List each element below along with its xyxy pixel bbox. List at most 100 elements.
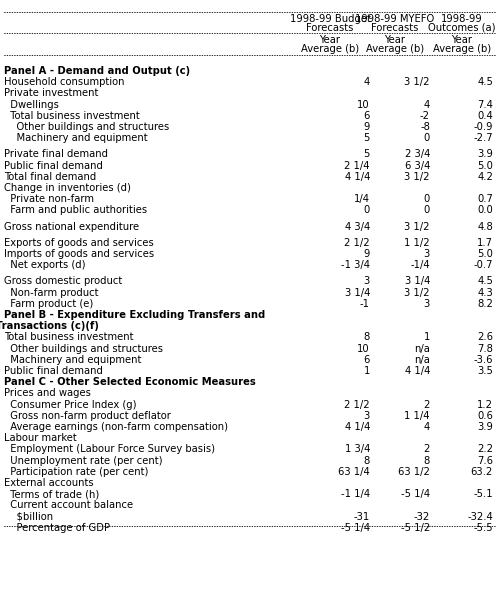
Text: Gross national expenditure: Gross national expenditure bbox=[4, 222, 139, 232]
Text: -5 1/4: -5 1/4 bbox=[401, 489, 430, 499]
Text: 1 1/4: 1 1/4 bbox=[405, 411, 430, 421]
Text: Net exports (d): Net exports (d) bbox=[4, 260, 85, 270]
Text: Dwellings: Dwellings bbox=[4, 99, 59, 110]
Text: 2.6: 2.6 bbox=[477, 332, 493, 343]
Text: Private investment: Private investment bbox=[4, 88, 98, 99]
Text: 7.6: 7.6 bbox=[477, 455, 493, 466]
Text: 4.5: 4.5 bbox=[477, 77, 493, 87]
Text: Private final demand: Private final demand bbox=[4, 150, 108, 159]
Text: -5 1/2: -5 1/2 bbox=[401, 523, 430, 533]
Text: 1/4: 1/4 bbox=[354, 194, 370, 204]
Text: 2 1/2: 2 1/2 bbox=[344, 400, 370, 409]
Text: 3: 3 bbox=[424, 299, 430, 309]
Text: 4 3/4: 4 3/4 bbox=[345, 222, 370, 232]
Text: Machinery and equipment: Machinery and equipment bbox=[4, 133, 148, 143]
Text: 4 1/4: 4 1/4 bbox=[345, 422, 370, 432]
Text: Farm product (e): Farm product (e) bbox=[4, 299, 93, 309]
Text: 10: 10 bbox=[357, 344, 370, 354]
Text: 2.2: 2.2 bbox=[477, 444, 493, 454]
Text: 2 1/4: 2 1/4 bbox=[344, 161, 370, 170]
Text: Total business investment: Total business investment bbox=[4, 111, 140, 121]
Text: Average (b): Average (b) bbox=[433, 44, 491, 54]
Text: 63.2: 63.2 bbox=[471, 467, 493, 477]
Text: Average earnings (non-farm compensation): Average earnings (non-farm compensation) bbox=[4, 422, 228, 432]
Text: 0.7: 0.7 bbox=[477, 194, 493, 204]
Text: 1: 1 bbox=[364, 366, 370, 376]
Text: Consumer Price Index (g): Consumer Price Index (g) bbox=[4, 400, 137, 409]
Text: 0: 0 bbox=[424, 194, 430, 204]
Text: 5: 5 bbox=[364, 133, 370, 143]
Text: 1 1/2: 1 1/2 bbox=[404, 238, 430, 248]
Text: 3 1/2: 3 1/2 bbox=[405, 222, 430, 232]
Text: 0: 0 bbox=[424, 133, 430, 143]
Text: 6: 6 bbox=[364, 111, 370, 121]
Text: Other buildings and structures: Other buildings and structures bbox=[4, 122, 169, 132]
Text: 1998-99: 1998-99 bbox=[441, 14, 483, 24]
Text: 6 3/4: 6 3/4 bbox=[405, 161, 430, 170]
Text: -1 1/4: -1 1/4 bbox=[341, 489, 370, 499]
Text: Outcomes (a): Outcomes (a) bbox=[428, 23, 496, 33]
Text: Gross non-farm product deflator: Gross non-farm product deflator bbox=[4, 411, 171, 421]
Text: 8.2: 8.2 bbox=[477, 299, 493, 309]
Text: Total business investment: Total business investment bbox=[4, 332, 134, 343]
Text: 1.7: 1.7 bbox=[477, 238, 493, 248]
Text: Public final demand: Public final demand bbox=[4, 366, 103, 376]
Text: Year: Year bbox=[452, 35, 473, 45]
Text: Other buildings and structures: Other buildings and structures bbox=[4, 344, 163, 354]
Text: Unemployment rate (per cent): Unemployment rate (per cent) bbox=[4, 455, 163, 466]
Text: Change in inventories (d): Change in inventories (d) bbox=[4, 183, 131, 193]
Text: 1.2: 1.2 bbox=[477, 400, 493, 409]
Text: 5: 5 bbox=[364, 150, 370, 159]
Text: -5 1/4: -5 1/4 bbox=[341, 523, 370, 533]
Text: -2.7: -2.7 bbox=[474, 133, 493, 143]
Text: -32.4: -32.4 bbox=[467, 512, 493, 522]
Text: 2: 2 bbox=[424, 444, 430, 454]
Text: 1 3/4: 1 3/4 bbox=[345, 444, 370, 454]
Text: 1998-99 MYEFO: 1998-99 MYEFO bbox=[355, 14, 435, 24]
Text: -1 3/4: -1 3/4 bbox=[341, 260, 370, 270]
Text: Average (b): Average (b) bbox=[366, 44, 424, 54]
Text: 4.2: 4.2 bbox=[477, 172, 493, 182]
Text: 3.5: 3.5 bbox=[477, 366, 493, 376]
Text: 4: 4 bbox=[364, 77, 370, 87]
Text: 1: 1 bbox=[424, 332, 430, 343]
Text: 3.9: 3.9 bbox=[477, 422, 493, 432]
Text: -31: -31 bbox=[354, 512, 370, 522]
Text: Prices and wages: Prices and wages bbox=[4, 389, 91, 398]
Text: Year: Year bbox=[385, 35, 406, 45]
Text: 4.8: 4.8 bbox=[477, 222, 493, 232]
Text: 3 1/2: 3 1/2 bbox=[405, 172, 430, 182]
Text: n/a: n/a bbox=[414, 355, 430, 365]
Text: 3 1/2: 3 1/2 bbox=[405, 77, 430, 87]
Text: 8: 8 bbox=[364, 332, 370, 343]
Text: -5.1: -5.1 bbox=[474, 489, 493, 499]
Text: 4: 4 bbox=[424, 422, 430, 432]
Text: 4: 4 bbox=[424, 99, 430, 110]
Text: Household consumption: Household consumption bbox=[4, 77, 124, 87]
Text: Private non-farm: Private non-farm bbox=[4, 194, 94, 204]
Text: 8: 8 bbox=[364, 455, 370, 466]
Text: 2 3/4: 2 3/4 bbox=[405, 150, 430, 159]
Text: Current account balance: Current account balance bbox=[4, 500, 133, 511]
Text: 6: 6 bbox=[364, 355, 370, 365]
Text: Employment (Labour Force Survey basis): Employment (Labour Force Survey basis) bbox=[4, 444, 215, 454]
Text: 3 1/4: 3 1/4 bbox=[405, 276, 430, 286]
Text: 7.4: 7.4 bbox=[477, 99, 493, 110]
Text: 4 1/4: 4 1/4 bbox=[405, 366, 430, 376]
Text: Percentage of GDP: Percentage of GDP bbox=[4, 523, 110, 533]
Text: Year: Year bbox=[319, 35, 340, 45]
Text: -0.9: -0.9 bbox=[474, 122, 493, 132]
Text: 4.3: 4.3 bbox=[477, 287, 493, 297]
Text: Exports of goods and services: Exports of goods and services bbox=[4, 238, 154, 248]
Text: 0.0: 0.0 bbox=[477, 205, 493, 215]
Text: 9: 9 bbox=[364, 122, 370, 132]
Text: 0.6: 0.6 bbox=[477, 411, 493, 421]
Text: Participation rate (per cent): Participation rate (per cent) bbox=[4, 467, 148, 477]
Text: Panel C - Other Selected Economic Measures: Panel C - Other Selected Economic Measur… bbox=[4, 377, 256, 387]
Text: -5.5: -5.5 bbox=[474, 523, 493, 533]
Text: External accounts: External accounts bbox=[4, 478, 94, 488]
Text: Average (b): Average (b) bbox=[301, 44, 359, 54]
Text: Forecasts: Forecasts bbox=[371, 23, 419, 33]
Text: -8: -8 bbox=[420, 122, 430, 132]
Text: -0.7: -0.7 bbox=[474, 260, 493, 270]
